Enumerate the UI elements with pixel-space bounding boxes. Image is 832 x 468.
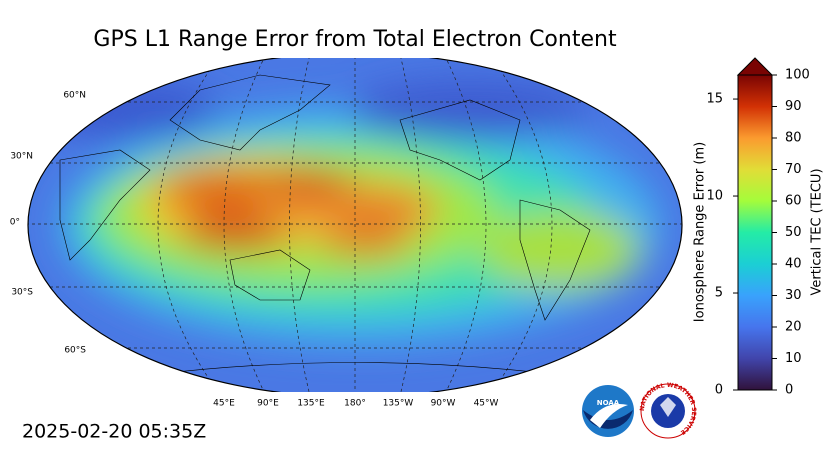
lon-label: 135°W: [383, 399, 414, 409]
left-tick-label: 15: [706, 92, 723, 107]
left-tick-label: 10: [706, 189, 723, 204]
lat-label: 60°N: [63, 91, 86, 101]
right-tick-label: 70: [785, 162, 802, 177]
right-tick-label: 80: [785, 131, 802, 146]
lon-label: 135°E: [297, 399, 325, 409]
lat-label: 30°S: [11, 288, 33, 298]
lat-label: 30°N: [10, 152, 33, 162]
title: GPS L1 Range Error from Total Electron C…: [93, 27, 617, 52]
lon-label: 180°: [344, 399, 366, 409]
colorbar-left-label: Ionosphere Range Error (m): [693, 142, 708, 322]
lon-label: 45°W: [474, 399, 499, 409]
lat-label: 60°S: [64, 346, 86, 356]
right-tick-label: 10: [785, 351, 802, 366]
right-tick-label: 30: [785, 288, 802, 303]
colorbar: Ionosphere Range Error (m) Vertical TEC …: [693, 57, 825, 398]
lon-label: 90°W: [431, 399, 456, 409]
right-tick-label: 90: [785, 99, 802, 114]
left-tick-label: 0: [715, 383, 723, 398]
right-tick-label: 0: [785, 383, 793, 398]
noaa-logo: NOAA: [582, 385, 634, 437]
timestamp: 2025-02-20 05:35Z: [22, 421, 206, 443]
right-tick-label: 60: [785, 194, 802, 209]
map: [27, 58, 683, 392]
lat-label: 0°: [10, 218, 20, 228]
noaa-text: NOAA: [597, 399, 620, 407]
lon-label: 45°E: [213, 399, 235, 409]
right-tick-label: 50: [785, 225, 802, 240]
colorbar-right-label: Vertical TEC (TECU): [810, 168, 825, 295]
left-tick-label: 5: [715, 286, 723, 301]
right-tick-label: 40: [785, 257, 802, 272]
right-tick-label: 100: [785, 68, 810, 83]
lon-label: 90°E: [257, 399, 279, 409]
right-tick-label: 20: [785, 320, 802, 335]
nws-logo: NATIONAL WEATHER SERVICE: [639, 382, 697, 439]
